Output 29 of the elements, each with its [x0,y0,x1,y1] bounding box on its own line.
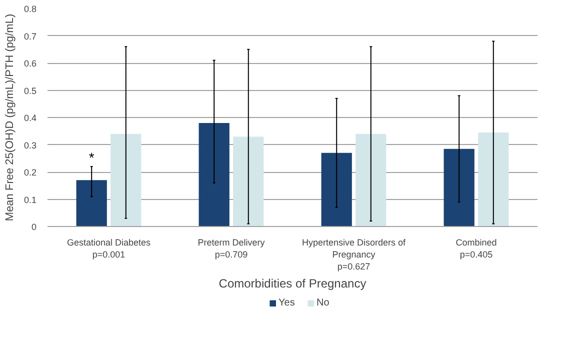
annotation: * [88,150,95,166]
legend-label: Yes [278,298,296,308]
bar [76,180,107,226]
y-tick-label: 0.6 [24,58,37,68]
bar [198,122,230,226]
y-tick-label: 0.5 [24,86,37,96]
x-tick-label: Combined [456,238,497,248]
y-axis-title: Mean Free 25(OH)D (pg/mL)/PTH (pg/mL) [4,14,16,222]
y-tick-label: 0.4 [24,113,37,123]
x-tick-label: Gestational Diabetes [66,238,152,248]
y-tick-label: 0 [31,222,37,232]
x-tick-label: Preterm Delivery [198,238,266,248]
text: p=0.001 [92,250,126,260]
text: p=0.405 [460,250,493,260]
bar [478,132,509,226]
y-tick-label: 0.2 [24,168,37,178]
bar [233,136,264,226]
y-tick-label: 0.1 [24,194,37,205]
bar [444,148,474,226]
y-tick-label: 0.3 [24,140,37,150]
y-tick-label: 0.7 [24,31,37,42]
bar [356,134,386,226]
bar [321,152,352,226]
text: p=0.709 [214,250,248,260]
y-tick-label: 0.8 [24,4,37,14]
legend-label: No [316,298,330,308]
bar [110,134,142,226]
x-axis-title: Comorbidities of Pregnancy [218,276,366,290]
text: p=0.627 [337,262,370,272]
